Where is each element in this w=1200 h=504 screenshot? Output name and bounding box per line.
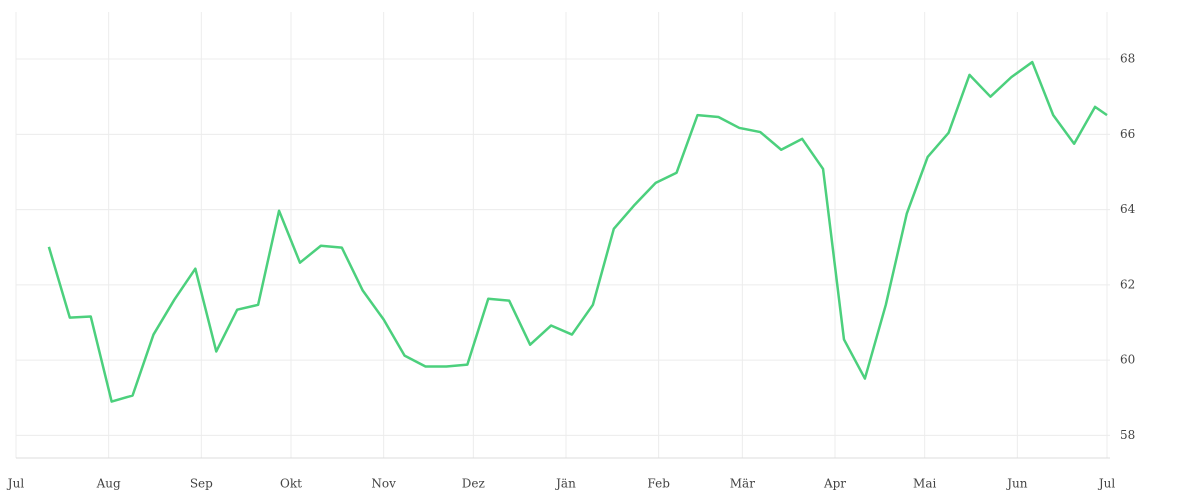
x-tick-label: Jän [554,477,576,491]
x-tick-label: Okt [280,477,302,491]
x-tick-label: Mai [913,477,936,491]
x-tick-label: Jul [6,477,25,491]
x-tick-label: Sep [190,477,213,491]
x-tick-label: Feb [647,477,670,491]
line-series [47,60,1108,403]
x-tick-label: Jul [1097,477,1116,491]
x-tick-label: Apr [823,477,846,491]
y-tick-label: 68 [1120,52,1135,66]
y-tick-label: 64 [1120,202,1136,216]
x-tick-label: Mär [730,477,755,491]
x-tick-label: Jun [1005,477,1028,491]
x-tick-label: Dez [462,477,485,491]
x-tick-label: Aug [96,477,121,491]
y-tick-label: 62 [1120,277,1135,291]
y-tick-label: 60 [1120,353,1135,367]
y-tick-label: 58 [1120,428,1135,442]
x-tick-label: Nov [371,477,396,491]
y-tick-label: 66 [1120,127,1135,141]
